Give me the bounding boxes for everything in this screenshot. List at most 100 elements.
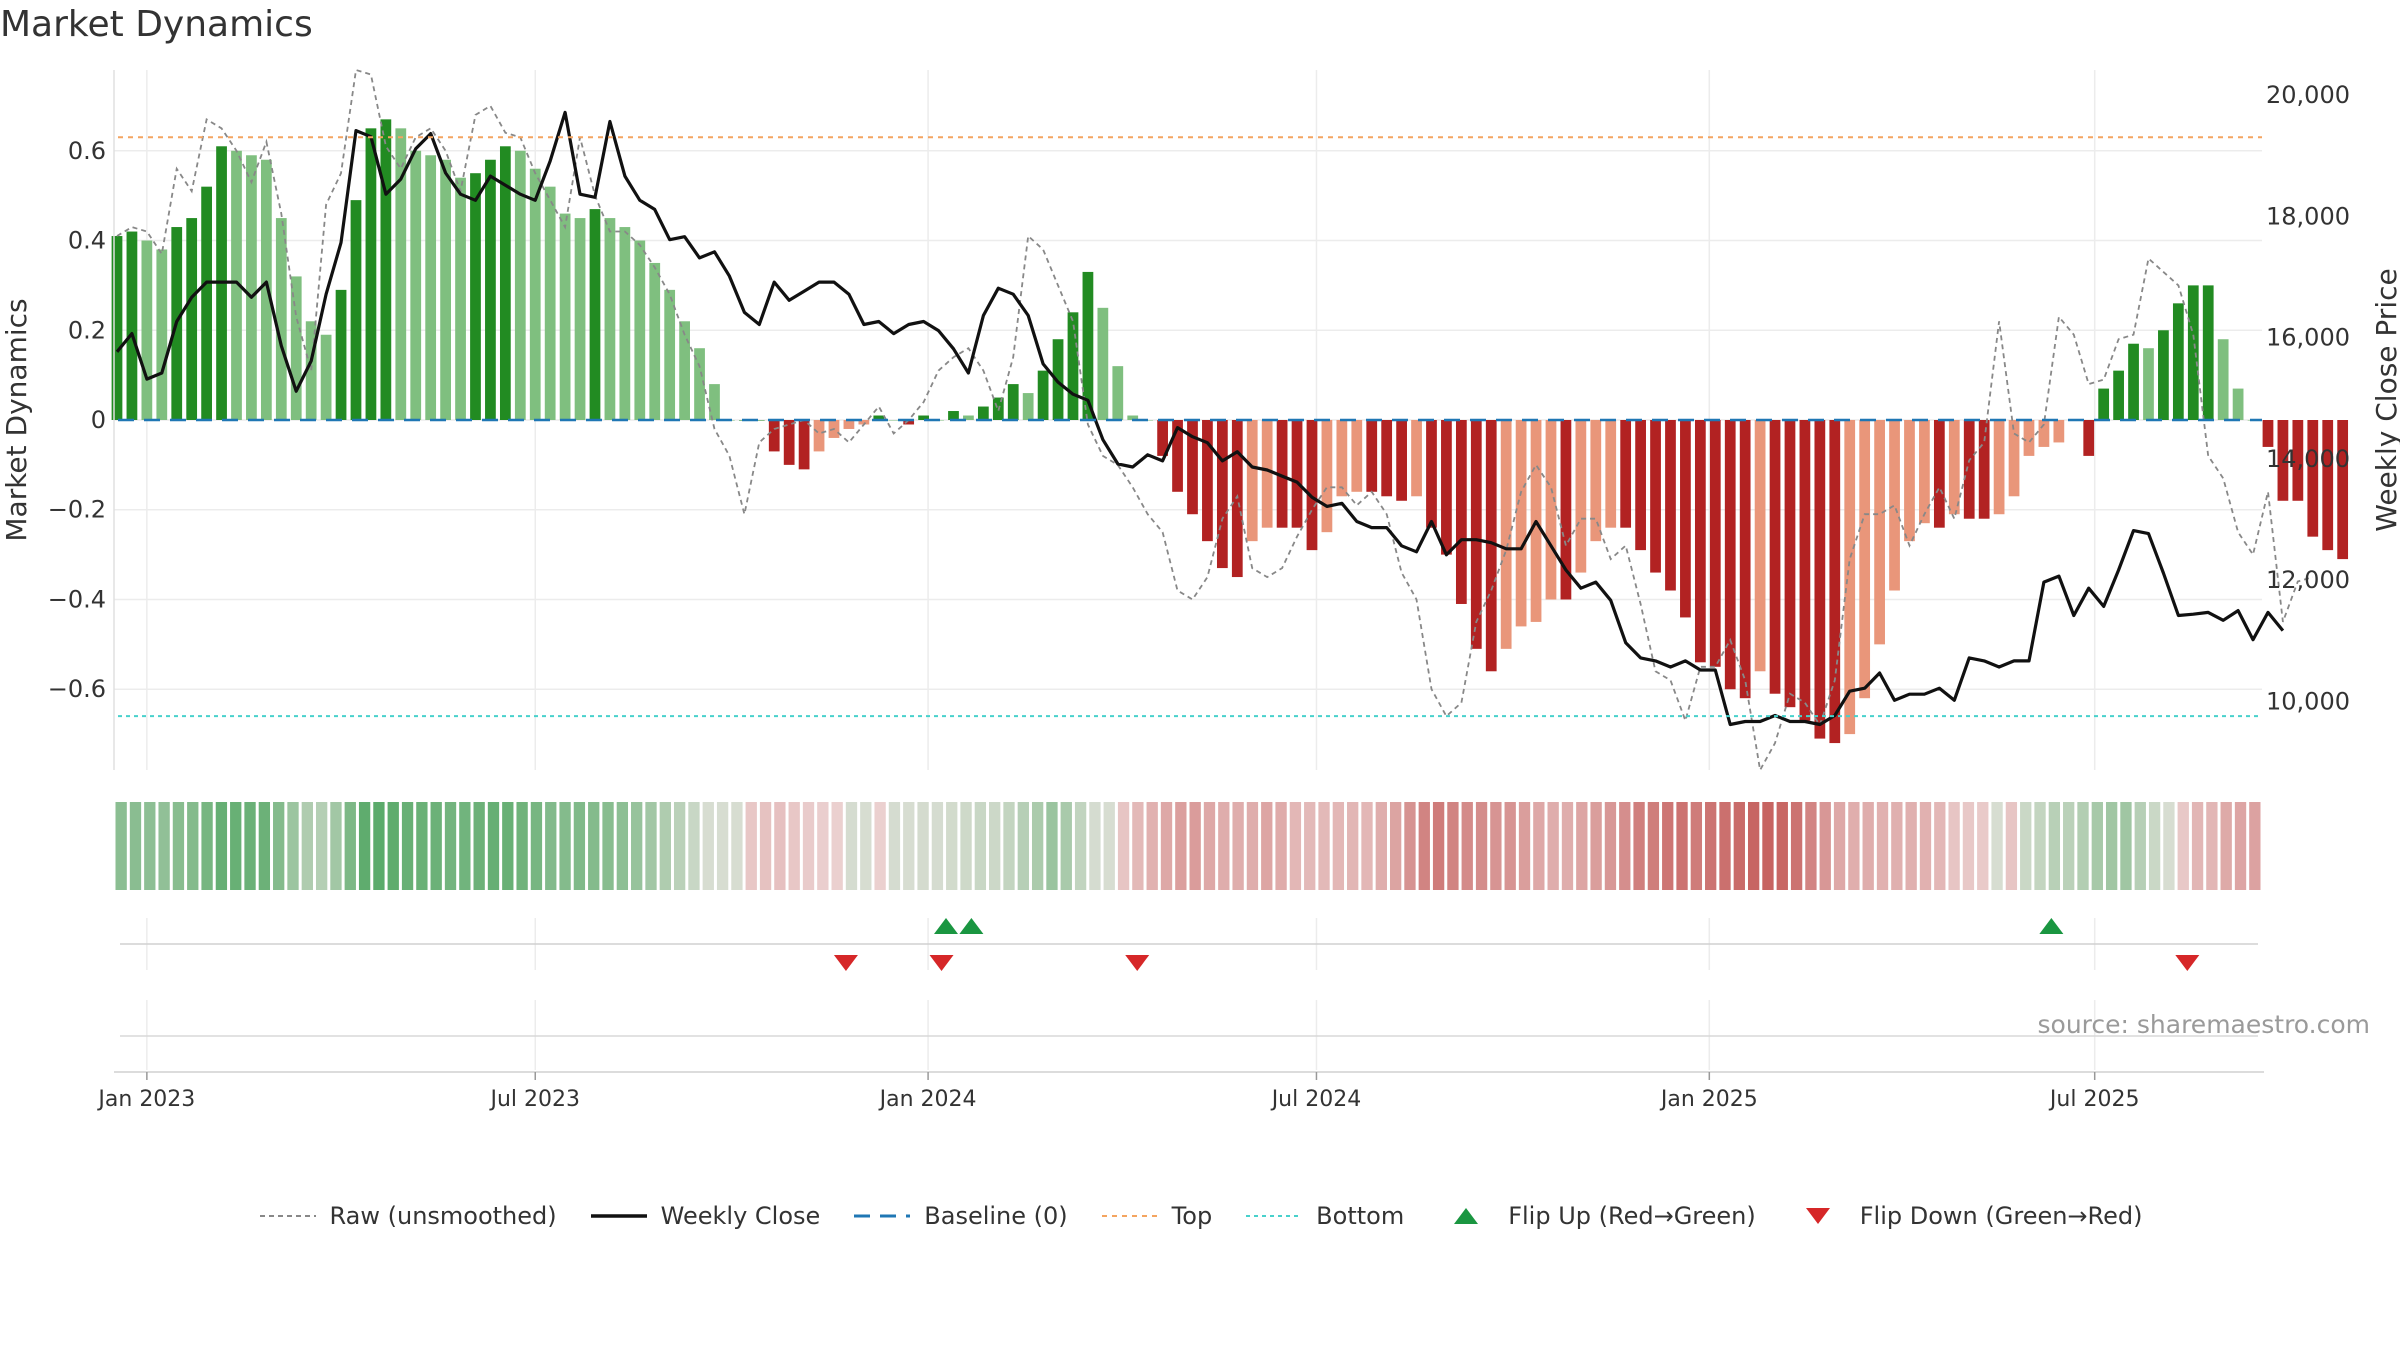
dynamics-bar <box>783 420 795 465</box>
dynamics-bar <box>1022 393 1034 420</box>
regime-cell <box>401 802 414 890</box>
dynamics-bar <box>1739 420 1751 699</box>
regime-cell <box>2005 802 2018 890</box>
regime-cell <box>1060 802 1072 890</box>
dynamics-bar <box>1321 420 1333 533</box>
regime-cell <box>1790 802 1803 890</box>
dynamics-bar <box>350 200 362 420</box>
regime-cell <box>1332 802 1345 890</box>
chart-title: Market Dynamics <box>0 4 313 45</box>
regime-cell <box>1117 802 1130 890</box>
dynamics-bar <box>798 420 810 470</box>
dynamics-bar <box>1202 420 1213 542</box>
y2-tick-label: 20,000 <box>2266 81 2350 109</box>
dynamics-bar <box>753 420 765 421</box>
legend-item-raw: Raw (unsmoothed) <box>258 1202 557 1230</box>
flip-down-marker <box>833 955 858 971</box>
regime-cell <box>444 802 457 890</box>
regime-cell <box>1518 802 1531 890</box>
dynamics-bar <box>544 186 556 420</box>
dynamics-bar <box>1680 420 1691 618</box>
dynamics-bar <box>2217 339 2229 420</box>
regime-cell <box>1017 802 1029 890</box>
regime-cell <box>917 802 929 890</box>
regime-cell <box>487 802 500 890</box>
regime-cell <box>1404 802 1416 890</box>
dynamics-bar <box>1007 384 1019 420</box>
x-axis-ticks: Jan 2023 Jul 2023 Jan 2024 Jul 2024 Jan 2025… <box>96 1072 2139 1112</box>
dynamics-bar <box>1291 420 1303 528</box>
x-tick-label: Jan 2025 <box>1659 1087 1758 1112</box>
regime-cell <box>1246 802 1259 890</box>
regime-cell <box>1003 802 1015 890</box>
regime-cell <box>845 802 858 890</box>
regime-cell <box>358 802 371 890</box>
regime-cell <box>387 802 399 890</box>
regime-cell <box>1719 802 1731 890</box>
y2-axis-label: Weekly Close Price <box>2370 268 2400 531</box>
x-tick-label: Jul 2025 <box>2048 1087 2140 1112</box>
regime-cell <box>702 802 714 890</box>
regime-cell <box>874 802 886 890</box>
regime-cell <box>344 802 356 890</box>
regime-cell <box>1676 802 1688 890</box>
weekly-close-series <box>115 110 2285 727</box>
dynamics-bar <box>380 119 392 420</box>
regime-cell <box>1046 802 1058 890</box>
regime-cell <box>903 802 915 890</box>
dynamics-bar <box>425 155 437 420</box>
regime-cell <box>1705 802 1717 890</box>
regime-cell <box>616 802 629 890</box>
regime-cell <box>1146 802 1158 890</box>
regime-cell <box>1347 802 1359 890</box>
dynamics-bar <box>1724 420 1736 690</box>
dynamics-bar <box>1919 420 1930 524</box>
dynamics-bar <box>1844 420 1856 735</box>
regime-strip <box>115 802 2261 890</box>
regime-cell <box>2048 802 2061 890</box>
dynamics-bar <box>589 209 601 420</box>
dynamics-bar <box>1754 420 1766 672</box>
legend-flip-up-icon <box>1454 1208 1479 1224</box>
dynamics-bar <box>1515 420 1527 627</box>
dynamics-bar <box>1620 420 1632 528</box>
legend-label: Flip Down (Green→Red) <box>1859 1202 2143 1230</box>
dynamics-bar <box>201 186 212 420</box>
dynamics-bar <box>574 218 586 420</box>
regime-cell <box>774 802 786 890</box>
dynamics-bar <box>1470 420 1482 649</box>
regime-cell <box>244 802 256 890</box>
dynamics-bar <box>634 240 646 420</box>
regime-cell <box>759 802 772 890</box>
regime-cell <box>459 802 471 890</box>
regime-cell <box>187 802 199 890</box>
y2-tick-label: 14,000 <box>2266 445 2350 473</box>
regime-cell <box>2063 802 2075 890</box>
dynamics-bar <box>1993 420 2005 515</box>
regime-cell <box>158 802 170 890</box>
dynamics-bar <box>1127 415 1139 420</box>
regime-cell <box>1619 802 1631 890</box>
x-tick-label: Jan 2023 <box>96 1087 195 1112</box>
dynamics-bar <box>649 262 661 420</box>
regime-cell <box>2105 802 2118 890</box>
regime-cell <box>1833 802 1846 890</box>
dynamics-bar <box>2232 388 2244 420</box>
dynamics-bar <box>320 334 332 420</box>
dynamics-bar <box>499 146 511 421</box>
regime-cell <box>2034 802 2046 890</box>
regime-cell <box>716 802 729 890</box>
legend-label: Top <box>1171 1202 1213 1230</box>
flip-down-marker <box>1125 955 1150 971</box>
dynamics-bar <box>1276 420 1288 528</box>
regime-cell <box>1189 802 1201 890</box>
regime-cell <box>802 802 815 890</box>
dynamics-bar <box>1366 420 1378 492</box>
dynamics-bar <box>2262 420 2274 447</box>
dynamics-bar <box>1978 420 1990 519</box>
axes: −0.6 −0.4 −0.2 0 0.2 0.4 0.6 10,000 12,000 14,000… <box>0 70 2400 770</box>
reference-lines <box>118 136 2262 718</box>
y-tick-label: 0.4 <box>68 227 106 255</box>
dynamics-bar <box>275 218 287 420</box>
regime-cell <box>287 802 299 890</box>
